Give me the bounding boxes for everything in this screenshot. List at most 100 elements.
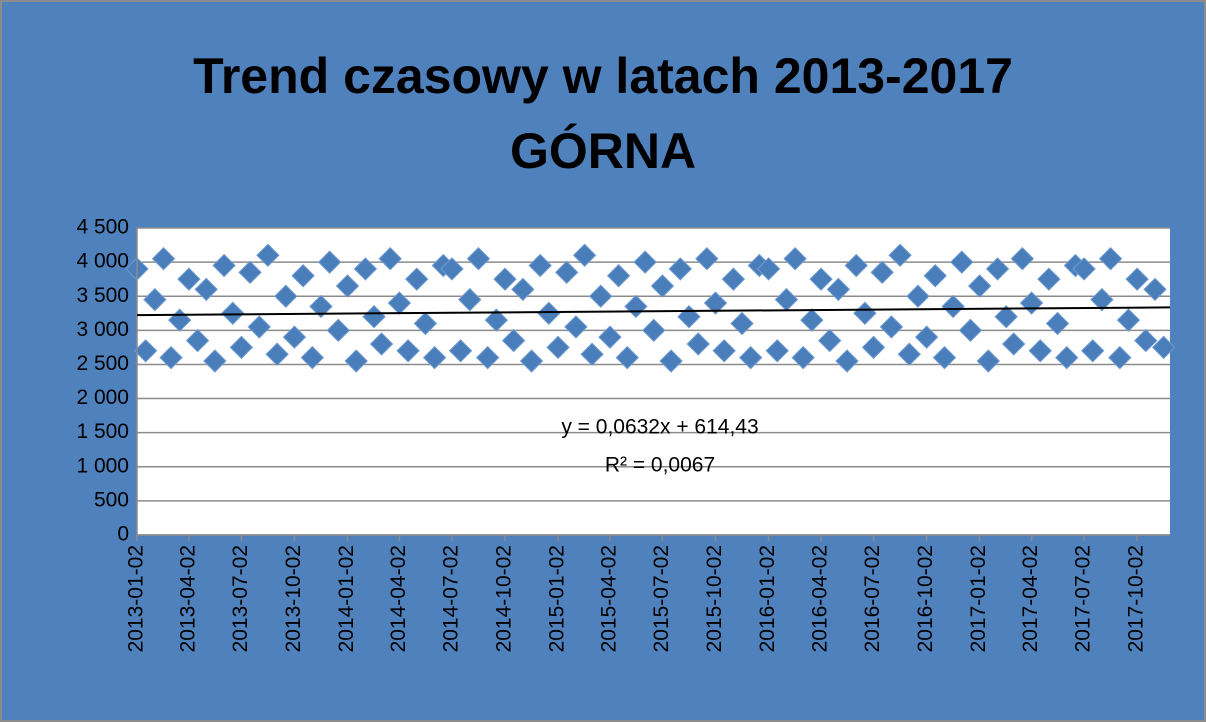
- marker: [203, 349, 227, 373]
- marker: [1055, 345, 1079, 370]
- marker: [1143, 277, 1167, 302]
- marker: [369, 332, 394, 356]
- x-tick-label: 2014-04-02: [387, 545, 410, 652]
- x-tick-label: 2015-10-02: [703, 545, 726, 652]
- marker: [572, 243, 597, 267]
- marker: [906, 284, 930, 308]
- marker: [238, 260, 262, 285]
- marker: [994, 304, 1018, 329]
- x-tick-label: 2015-07-02: [650, 545, 673, 652]
- marker: [177, 267, 201, 291]
- x-tick-label: 2013-01-02: [125, 545, 148, 652]
- marker: [265, 342, 289, 366]
- trendline-equation: y = 0,0632x + 614,43: [561, 416, 758, 439]
- marker: [1001, 332, 1026, 356]
- marker: [791, 345, 815, 370]
- marker: [475, 345, 500, 370]
- x-tick-label: 2014-01-02: [335, 545, 358, 652]
- y-tick-label: 3 000: [76, 318, 129, 341]
- marker: [133, 339, 158, 363]
- marker: [335, 274, 360, 298]
- x-tick-label: 2013-07-02: [229, 545, 252, 652]
- marker: [967, 274, 992, 298]
- y-tick-label: 2 000: [76, 386, 129, 409]
- marker: [159, 345, 183, 370]
- y-tick-label: 4 000: [76, 250, 129, 273]
- trendline: [136, 306, 1171, 317]
- marker: [835, 349, 859, 373]
- marker: [826, 277, 851, 302]
- marker: [730, 311, 754, 336]
- marker: [396, 339, 420, 363]
- marker: [712, 339, 736, 363]
- marker: [879, 315, 904, 339]
- marker: [546, 335, 570, 360]
- marker: [958, 318, 983, 343]
- x-tick-label: 2017-07-02: [1072, 545, 1095, 652]
- marker: [580, 342, 604, 366]
- marker: [317, 250, 342, 274]
- marker: [466, 246, 491, 271]
- marker: [274, 284, 298, 308]
- marker: [353, 257, 378, 281]
- marker: [1045, 311, 1070, 336]
- x-tick-label: 2013-04-02: [176, 545, 199, 652]
- marker: [950, 250, 974, 274]
- marker: [458, 287, 482, 312]
- marker: [615, 345, 639, 370]
- marker: [501, 328, 526, 353]
- marker: [511, 277, 535, 302]
- chart-title: GÓRNA: [510, 123, 696, 179]
- marker: [888, 243, 912, 267]
- x-tick-label: 2014-10-02: [493, 545, 516, 652]
- x-tick-label: 2014-07-02: [439, 545, 462, 652]
- y-tick-label: 500: [94, 488, 129, 511]
- chart-title: Trend czasowy w latach 2013-2017: [193, 48, 1013, 104]
- overlay: 0 500 1 000 1 500 2 000 2 500 3 000 3 500 4 000 4…: [76, 216, 1171, 652]
- marker: [1028, 339, 1052, 363]
- marker: [1134, 328, 1158, 353]
- markers: [125, 243, 1176, 373]
- marker: [326, 318, 351, 343]
- x-tick-label: 2016-10-02: [914, 545, 937, 652]
- x-tick-label: 2015-04-02: [598, 545, 621, 652]
- x-tick-label: 2016-04-02: [809, 545, 832, 652]
- marker: [985, 257, 1010, 281]
- marker: [1151, 335, 1176, 360]
- marker: [1108, 345, 1132, 370]
- marker: [756, 257, 781, 281]
- marker: [1010, 246, 1035, 271]
- y-tick-label: 0: [117, 523, 129, 546]
- marker: [422, 345, 447, 370]
- marker: [440, 257, 464, 281]
- marker: [738, 345, 763, 370]
- marker: [1081, 339, 1105, 363]
- marker: [721, 267, 746, 291]
- marker: [405, 267, 429, 291]
- marker: [923, 264, 947, 288]
- y-tick-label: 1 000: [76, 454, 129, 477]
- marker: [844, 253, 868, 278]
- marker: [606, 264, 631, 288]
- x-tick-label: 2013-10-02: [282, 545, 305, 652]
- marker: [528, 253, 552, 278]
- marker: [282, 325, 307, 349]
- marker: [870, 260, 894, 285]
- marker: [194, 277, 218, 302]
- marker: [413, 311, 438, 336]
- marker: [668, 257, 693, 281]
- marker: [378, 246, 402, 271]
- marker: [344, 349, 368, 373]
- marker: [151, 246, 176, 271]
- marker: [300, 345, 325, 370]
- marker: [554, 260, 579, 285]
- marker: [1037, 267, 1061, 291]
- marker: [256, 243, 280, 267]
- marker: [519, 349, 544, 373]
- marker: [143, 287, 167, 312]
- x-tick-label: 2017-04-02: [1019, 545, 1042, 652]
- x-tick-label: 2015-01-02: [546, 545, 569, 652]
- trendline-r2: R² = 0,0067: [605, 454, 715, 477]
- marker: [659, 349, 683, 373]
